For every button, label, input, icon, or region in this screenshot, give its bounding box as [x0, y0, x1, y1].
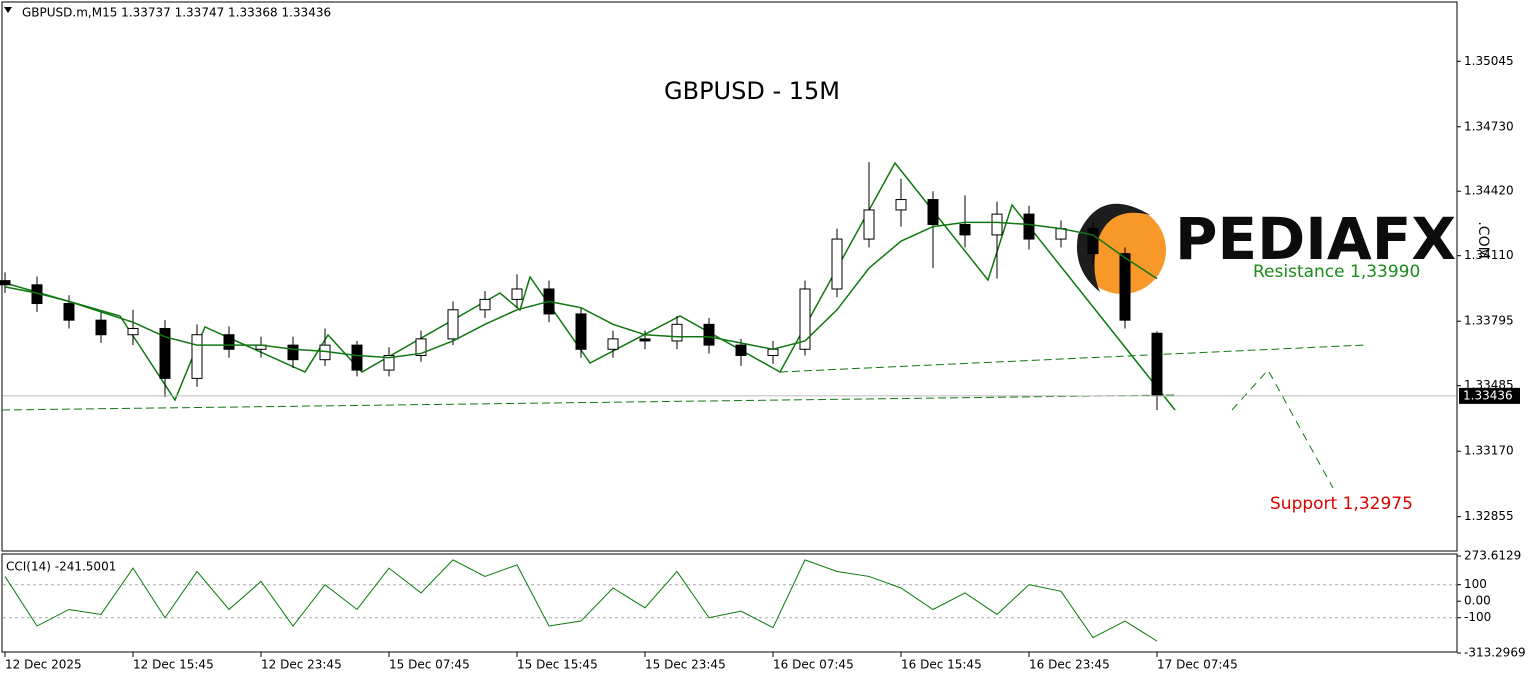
candle-body [895, 199, 907, 211]
indicator-title: CCI(14) -241.5001 [6, 560, 116, 574]
y-tick-label: 1.35045 [1464, 54, 1514, 68]
candle-body [991, 213, 1003, 236]
candle-body [1119, 253, 1131, 321]
candle-body [1087, 228, 1099, 255]
y-tick-label: -313.2969 [1464, 646, 1526, 660]
brand: PEDIAFX [1175, 205, 1456, 273]
resistance-label: Resistance 1,33990 [1253, 262, 1420, 282]
candle-body [511, 288, 523, 300]
candle-body [927, 199, 939, 226]
zigzag [4, 161, 1176, 411]
candle-body [831, 238, 843, 290]
x-tick-label: 15 Dec 07:45 [389, 658, 470, 672]
projection [1231, 369, 1334, 489]
candle-body [287, 344, 299, 361]
candle-body [95, 319, 107, 336]
candle-body [799, 288, 811, 350]
candle-body [1055, 228, 1067, 240]
x-tick-label: 16 Dec 23:45 [1029, 658, 1110, 672]
x-tick-label: 17 Dec 07:45 [1157, 658, 1238, 672]
logo-shape [1076, 203, 1150, 292]
candle-body [447, 309, 459, 340]
brand-domain: .COM [1475, 221, 1491, 258]
y-tick-label: 1.34110 [1464, 248, 1514, 262]
candle-body [735, 344, 747, 357]
candle-body [639, 338, 651, 342]
chart-title: GBPUSD - 15M [664, 77, 840, 105]
candle-body [479, 298, 491, 311]
x-tick-label: 12 Dec 23:45 [261, 658, 342, 672]
x-tick-label: 12 Dec 2025 [5, 658, 82, 672]
candle-body [223, 334, 235, 350]
candle-body [863, 209, 875, 240]
candle-body [767, 348, 779, 357]
candle-body [127, 327, 139, 336]
candle-body [703, 323, 715, 346]
x-tick-label: 15 Dec 15:45 [517, 658, 598, 672]
watermark: PEDIAFX .COM [1076, 203, 1491, 294]
candle-body [0, 280, 11, 286]
candle-body [575, 313, 587, 350]
y-tick-label: 1.32855 [1464, 509, 1514, 523]
trendline [1, 394, 1176, 411]
candle-body [607, 338, 619, 350]
candle-body [351, 344, 363, 371]
candle-body [383, 355, 395, 371]
y-tick-label: 1.34730 [1464, 119, 1514, 133]
trendline [779, 344, 1366, 373]
cci-line [4, 559, 1158, 642]
y-tick-label: 1.34420 [1464, 184, 1514, 198]
candle-body [959, 224, 971, 236]
x-tick-label: 12 Dec 15:45 [133, 658, 214, 672]
y-tick-label: -100 [1464, 610, 1491, 624]
candle-body [671, 323, 683, 342]
symbol-header: GBPUSD.m,M15 1.33737 1.33747 1.33368 1.3… [22, 6, 331, 20]
y-tick-label: 1.33795 [1464, 314, 1514, 328]
cci-panel [1, 553, 1458, 653]
candle-body [1023, 213, 1035, 240]
support-label: Support 1,32975 [1270, 494, 1413, 514]
x-tick-label: 16 Dec 07:45 [773, 658, 854, 672]
y-tick-label: 100 [1464, 577, 1487, 591]
y-tick-label: 273.6129 [1464, 549, 1521, 563]
price-badge [1459, 387, 1520, 404]
price-panel [1, 1, 1458, 552]
menu-arrow [4, 7, 12, 13]
candle-body [191, 334, 203, 379]
x-tick-label: 15 Dec 23:45 [645, 658, 726, 672]
y-tick-label: 1.33170 [1464, 444, 1514, 458]
candle-body [415, 338, 427, 357]
moving-average [4, 221, 1158, 359]
y-tick-label: 0.00 [1464, 594, 1491, 608]
candle-body [1151, 332, 1163, 397]
price-badge-label: 1.33436 [1463, 388, 1513, 402]
x-tick-label: 16 Dec 15:45 [901, 658, 982, 672]
candle-body [159, 327, 171, 379]
candle-body [63, 303, 75, 321]
